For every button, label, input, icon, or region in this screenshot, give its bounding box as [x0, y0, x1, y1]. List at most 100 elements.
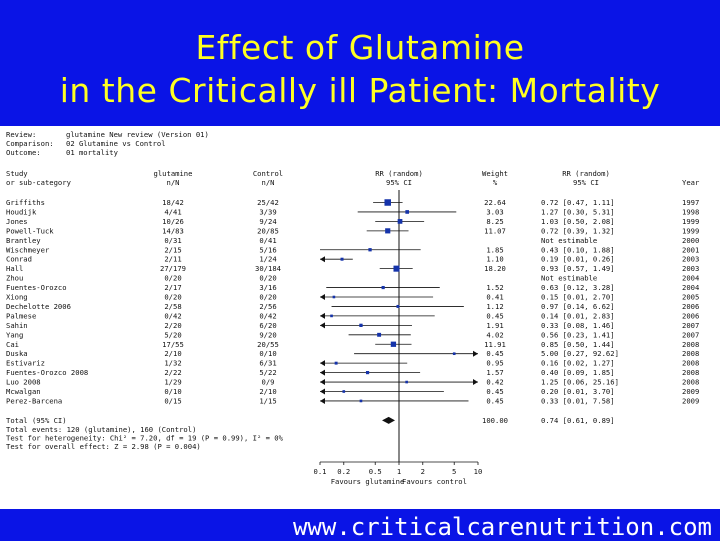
study-control-events: 3/16	[259, 283, 276, 292]
study-year: 2004	[682, 283, 699, 292]
study-point-estimate	[340, 257, 344, 261]
study-year: 1999	[682, 226, 699, 235]
study-control-events: 3/39	[259, 207, 276, 216]
total-rr-ci: 0.74 [0.61, 0.89]	[541, 416, 615, 425]
study-point-estimate	[393, 265, 400, 272]
study-year: 2006	[682, 311, 699, 320]
col-header-rr-plot: 95% CI	[386, 178, 412, 187]
study-glutamine-events: 2/58	[164, 302, 181, 311]
study-rr-ci: 0.14 [0.01, 2.83]	[541, 311, 615, 320]
study-weight: 1.10	[486, 255, 503, 264]
study-rr-ci: Not estimable	[541, 236, 597, 245]
study-point-estimate	[452, 352, 456, 356]
study-glutamine-events: 2/11	[164, 255, 181, 264]
study-point-estimate	[365, 371, 370, 375]
study-weight: 0.95	[486, 359, 503, 368]
study-name: Zhou	[6, 274, 23, 283]
study-glutamine-events: 1/32	[164, 359, 181, 368]
study-year: 2005	[682, 293, 699, 302]
study-year: 2009	[682, 396, 699, 405]
study-name: Perez-Barcena	[6, 396, 62, 405]
study-rr-ci: 0.40 [0.09, 1.85]	[541, 368, 615, 377]
study-glutamine-events: 5/20	[164, 330, 181, 339]
study-rr-ci: 0.15 [0.01, 2.70]	[541, 293, 615, 302]
study-control-events: 5/22	[259, 368, 276, 377]
x-tick-label: 0.1	[314, 467, 327, 476]
study-point-estimate	[359, 323, 363, 328]
study-glutamine-events: 18/42	[162, 198, 184, 207]
study-weight: 18.20	[484, 264, 506, 273]
total-label: Total (95% CI)	[6, 416, 67, 425]
study-rr-ci: 0.56 [0.23, 1.41]	[541, 330, 615, 339]
study-control-events: 20/55	[257, 340, 279, 349]
study-arrow-left	[320, 397, 325, 404]
study-arrow-left	[320, 312, 325, 319]
study-name: Conrad	[6, 255, 32, 264]
study-name: Jones	[6, 217, 28, 226]
study-year: 2007	[682, 330, 699, 339]
x-tick-label: 0.2	[337, 467, 350, 476]
study-year: 2008	[682, 349, 699, 358]
study-weight: 1.52	[486, 283, 503, 292]
study-rr-ci: 0.72 [0.39, 1.32]	[541, 226, 615, 235]
study-point-estimate	[405, 380, 408, 384]
col-header-glutamine: glutamine	[154, 169, 193, 178]
study-weight: 1.91	[486, 321, 503, 330]
study-name: Fuentes-Orozco 2008	[6, 368, 88, 377]
x-tick-label: 5	[452, 467, 456, 476]
x-tick-label: 2	[421, 467, 425, 476]
study-rr-ci: 0.85 [0.50, 1.44]	[541, 340, 615, 349]
study-glutamine-events: 27/179	[160, 264, 186, 273]
study-weight: 3.03	[486, 207, 503, 216]
study-weight: 4.02	[486, 330, 503, 339]
x-label-left: Favours glutamine	[331, 477, 405, 486]
study-weight: 22.64	[484, 198, 506, 207]
study-name: Brantley	[6, 236, 41, 245]
study-point-estimate	[332, 295, 336, 299]
study-year: 1999	[682, 217, 699, 226]
study-arrow-right	[473, 350, 478, 357]
study-name: Luo 2008	[6, 378, 41, 387]
col-header-glutamine: n/N	[167, 178, 180, 187]
study-weight: 8.25	[486, 217, 503, 226]
study-control-events: 5/16	[259, 245, 276, 254]
review-header-value: glutamine New review (Version 01)	[66, 130, 209, 139]
footnote: Test for overall effect: Z = 2.98 (P = 0…	[6, 442, 201, 451]
study-weight: 11.07	[484, 226, 506, 235]
study-rr-ci: Not estimable	[541, 274, 597, 283]
study-glutamine-events: 0/31	[164, 236, 181, 245]
study-weight: 0.45	[486, 311, 503, 320]
slide-title-line1: Effect of Glutamine	[195, 28, 525, 67]
study-point-estimate	[384, 199, 391, 206]
review-header-label: Comparison:	[6, 139, 54, 148]
study-year: 2009	[682, 387, 699, 396]
x-tick-label: 10	[474, 467, 483, 476]
study-name: Xiong	[6, 293, 28, 302]
study-point-estimate	[377, 332, 382, 337]
study-weight: 0.45	[486, 387, 503, 396]
study-control-events: 6/31	[259, 359, 276, 368]
study-year: 2008	[682, 340, 699, 349]
study-name: Yang	[6, 330, 23, 339]
col-header-study: Study	[6, 169, 28, 178]
forest-plot: Review: glutamine New review (Version 01)…	[6, 130, 700, 486]
study-year: 2003	[682, 264, 699, 273]
study-weight: 0.45	[486, 349, 503, 358]
study-name: Estivariz	[6, 359, 45, 368]
study-control-events: 0/20	[259, 274, 276, 283]
study-control-events: 6/20	[259, 321, 276, 330]
study-control-events: 2/10	[259, 387, 276, 396]
study-rr-ci: 0.63 [0.12, 3.28]	[541, 283, 615, 292]
col-header-study: or sub-category	[6, 178, 72, 187]
study-name: Fuentes-Orozco	[6, 283, 67, 292]
study-arrow-left	[320, 369, 325, 376]
study-rr-ci: 0.93 [0.57, 1.49]	[541, 264, 615, 273]
study-rr-ci: 0.20 [0.01, 3.70]	[541, 387, 615, 396]
study-rr-ci: 0.19 [0.01, 0.26]	[541, 255, 615, 264]
col-header-rr-plot: RR (random)	[375, 169, 423, 178]
study-rr-ci: 0.16 [0.02, 1.27]	[541, 359, 615, 368]
study-name: Wischmeyer	[6, 245, 50, 254]
study-rr-ci: 5.00 [0.27, 92.62]	[541, 349, 619, 358]
study-name: Cai	[6, 340, 19, 349]
study-year: 1997	[682, 198, 699, 207]
